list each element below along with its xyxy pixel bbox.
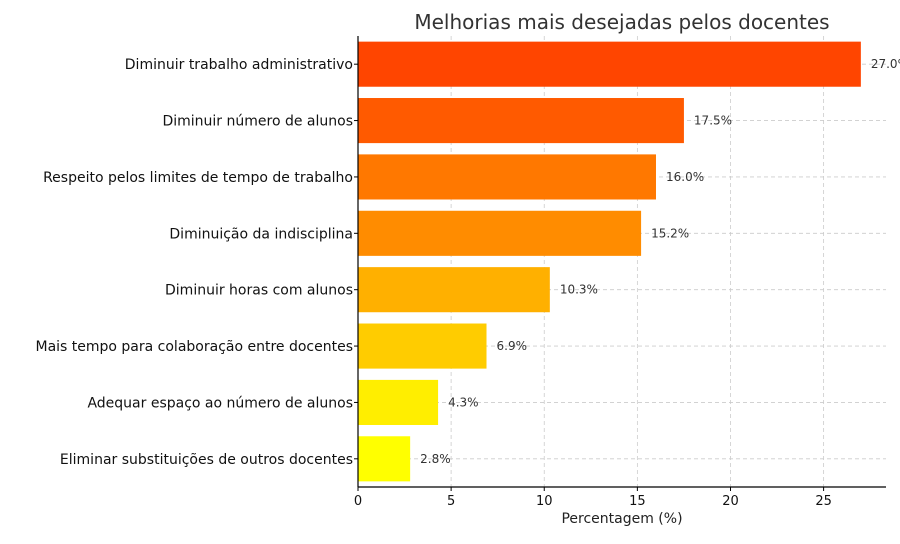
bar xyxy=(358,98,684,143)
x-tick-label: 15 xyxy=(629,494,646,509)
x-axis-title: Percentagem (%) xyxy=(561,511,682,527)
data-label: 2.8% xyxy=(420,452,451,466)
bar xyxy=(358,324,487,369)
bar xyxy=(358,154,656,199)
bar xyxy=(358,380,438,425)
x-tick-label: 0 xyxy=(354,494,362,509)
data-label: 4.3% xyxy=(448,395,479,409)
x-tick-label: 5 xyxy=(447,494,455,509)
data-label: 27.0% xyxy=(871,57,900,71)
bar xyxy=(358,436,410,481)
bar xyxy=(358,267,550,312)
chart-canvas: Melhorias mais desejadas pelos docentes … xyxy=(0,0,900,540)
data-label: 15.2% xyxy=(651,226,689,240)
bar xyxy=(358,42,861,87)
x-tick-label: 25 xyxy=(815,494,832,509)
x-tick-label: 10 xyxy=(536,494,553,509)
x-tick-label: 20 xyxy=(722,494,739,509)
data-label: 16.0% xyxy=(666,170,704,184)
y-tick-label: Diminuição da indisciplina xyxy=(169,226,353,242)
bar xyxy=(358,211,641,256)
data-label: 17.5% xyxy=(694,114,732,128)
y-tick-label: Diminuir horas com alunos xyxy=(165,283,353,299)
y-tick-label: Diminuir número de alunos xyxy=(162,114,353,130)
data-label: 10.3% xyxy=(560,283,598,297)
y-tick-label: Diminuir trabalho administrativo xyxy=(125,57,353,73)
chart-title: Melhorias mais desejadas pelos docentes xyxy=(414,10,829,34)
y-tick-label: Eliminar substituições de outros docente… xyxy=(60,452,353,468)
bars: 27.0% 17.5% 16.0% 15.2% 10.3% 6.9% 4.3% 2.8% xyxy=(358,42,900,482)
y-tick-label: Respeito pelos limites de tempo de traba… xyxy=(43,170,353,186)
data-label: 6.9% xyxy=(497,339,528,353)
bar-chart: Melhorias mais desejadas pelos docentes … xyxy=(0,0,900,540)
y-tick-label: Adequar espaço ao número de alunos xyxy=(87,395,353,411)
y-tick-label: Mais tempo para colaboração entre docent… xyxy=(35,339,353,355)
